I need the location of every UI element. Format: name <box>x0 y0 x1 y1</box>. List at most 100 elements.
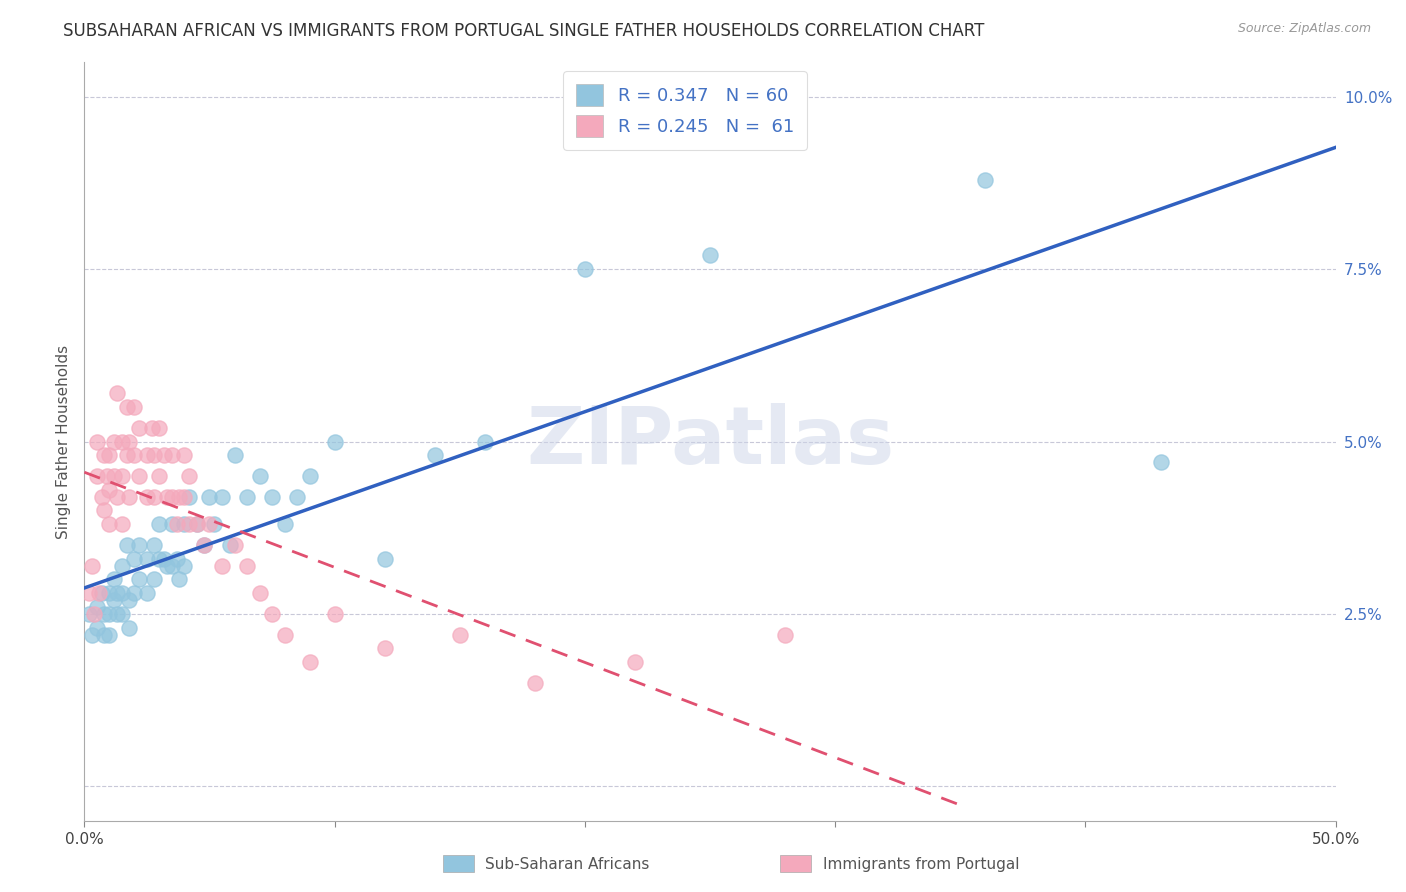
Point <box>128 573 150 587</box>
Point <box>128 469 150 483</box>
Point <box>96 469 118 483</box>
Point <box>574 262 596 277</box>
Point <box>173 517 195 532</box>
Point <box>79 607 101 621</box>
Point <box>173 448 195 462</box>
Point <box>273 517 295 532</box>
Point <box>523 675 546 690</box>
Text: SUBSAHARAN AFRICAN VS IMMIGRANTS FROM PORTUGAL SINGLE FATHER HOUSEHOLDS CORRELAT: SUBSAHARAN AFRICAN VS IMMIGRANTS FROM PO… <box>63 22 984 40</box>
Point <box>103 593 125 607</box>
Text: ZIPatlas: ZIPatlas <box>526 402 894 481</box>
Point <box>160 490 183 504</box>
Point <box>105 490 128 504</box>
Point <box>89 586 111 600</box>
Point <box>773 627 796 641</box>
Text: Immigrants from Portugal: Immigrants from Portugal <box>823 857 1019 871</box>
Point <box>179 517 201 532</box>
Point <box>83 607 105 621</box>
Point <box>273 627 295 641</box>
Point <box>173 558 195 573</box>
Text: Source: ZipAtlas.com: Source: ZipAtlas.com <box>1237 22 1371 36</box>
Point <box>449 627 471 641</box>
Point <box>204 517 226 532</box>
Point <box>98 448 121 462</box>
Point <box>193 538 215 552</box>
Point <box>153 448 176 462</box>
Point <box>160 558 183 573</box>
Point <box>93 607 115 621</box>
Point <box>166 517 188 532</box>
Point <box>160 448 183 462</box>
Y-axis label: Single Father Households: Single Father Households <box>56 344 72 539</box>
Point <box>249 586 271 600</box>
Point <box>79 586 101 600</box>
Point <box>323 607 346 621</box>
Point <box>624 655 647 669</box>
Point <box>166 551 188 566</box>
Point <box>323 434 346 449</box>
Point <box>143 490 166 504</box>
Point <box>173 490 195 504</box>
Point <box>143 538 166 552</box>
Point <box>211 490 233 504</box>
Point <box>98 483 121 497</box>
Point <box>86 434 108 449</box>
Point <box>136 551 159 566</box>
Point <box>98 607 121 621</box>
Point <box>98 517 121 532</box>
Point <box>1149 455 1171 469</box>
Point <box>699 248 721 262</box>
Point <box>103 434 125 449</box>
Point <box>86 469 108 483</box>
Point <box>115 448 138 462</box>
Point <box>156 558 179 573</box>
Point <box>115 400 138 414</box>
Point <box>80 558 103 573</box>
Point <box>148 469 170 483</box>
Point <box>153 551 176 566</box>
Point <box>118 434 141 449</box>
Point <box>105 586 128 600</box>
Point <box>98 586 121 600</box>
Point <box>156 490 179 504</box>
Point <box>93 627 115 641</box>
Point <box>143 448 166 462</box>
Point <box>148 421 170 435</box>
Point <box>93 503 115 517</box>
Point <box>86 599 108 614</box>
Point <box>90 490 112 504</box>
Point <box>124 448 146 462</box>
Point <box>141 421 163 435</box>
Point <box>179 469 201 483</box>
Point <box>198 490 221 504</box>
Point <box>218 538 240 552</box>
Point <box>118 593 141 607</box>
Point <box>148 551 170 566</box>
Point <box>374 551 396 566</box>
Point <box>86 621 108 635</box>
Point <box>169 573 191 587</box>
Point <box>374 641 396 656</box>
Point <box>103 573 125 587</box>
Point <box>224 448 246 462</box>
Point <box>143 573 166 587</box>
Point <box>124 551 146 566</box>
Point <box>136 586 159 600</box>
Point <box>128 421 150 435</box>
Point <box>111 607 134 621</box>
Point <box>249 469 271 483</box>
Point <box>105 607 128 621</box>
Point <box>186 517 208 532</box>
Point <box>148 517 170 532</box>
Point <box>111 434 134 449</box>
Point <box>124 400 146 414</box>
Point <box>105 386 128 401</box>
Point <box>474 434 496 449</box>
Point <box>169 490 191 504</box>
Point <box>136 490 159 504</box>
Point <box>93 448 115 462</box>
Point <box>423 448 446 462</box>
Point <box>111 558 134 573</box>
Point <box>115 538 138 552</box>
Point <box>111 586 134 600</box>
